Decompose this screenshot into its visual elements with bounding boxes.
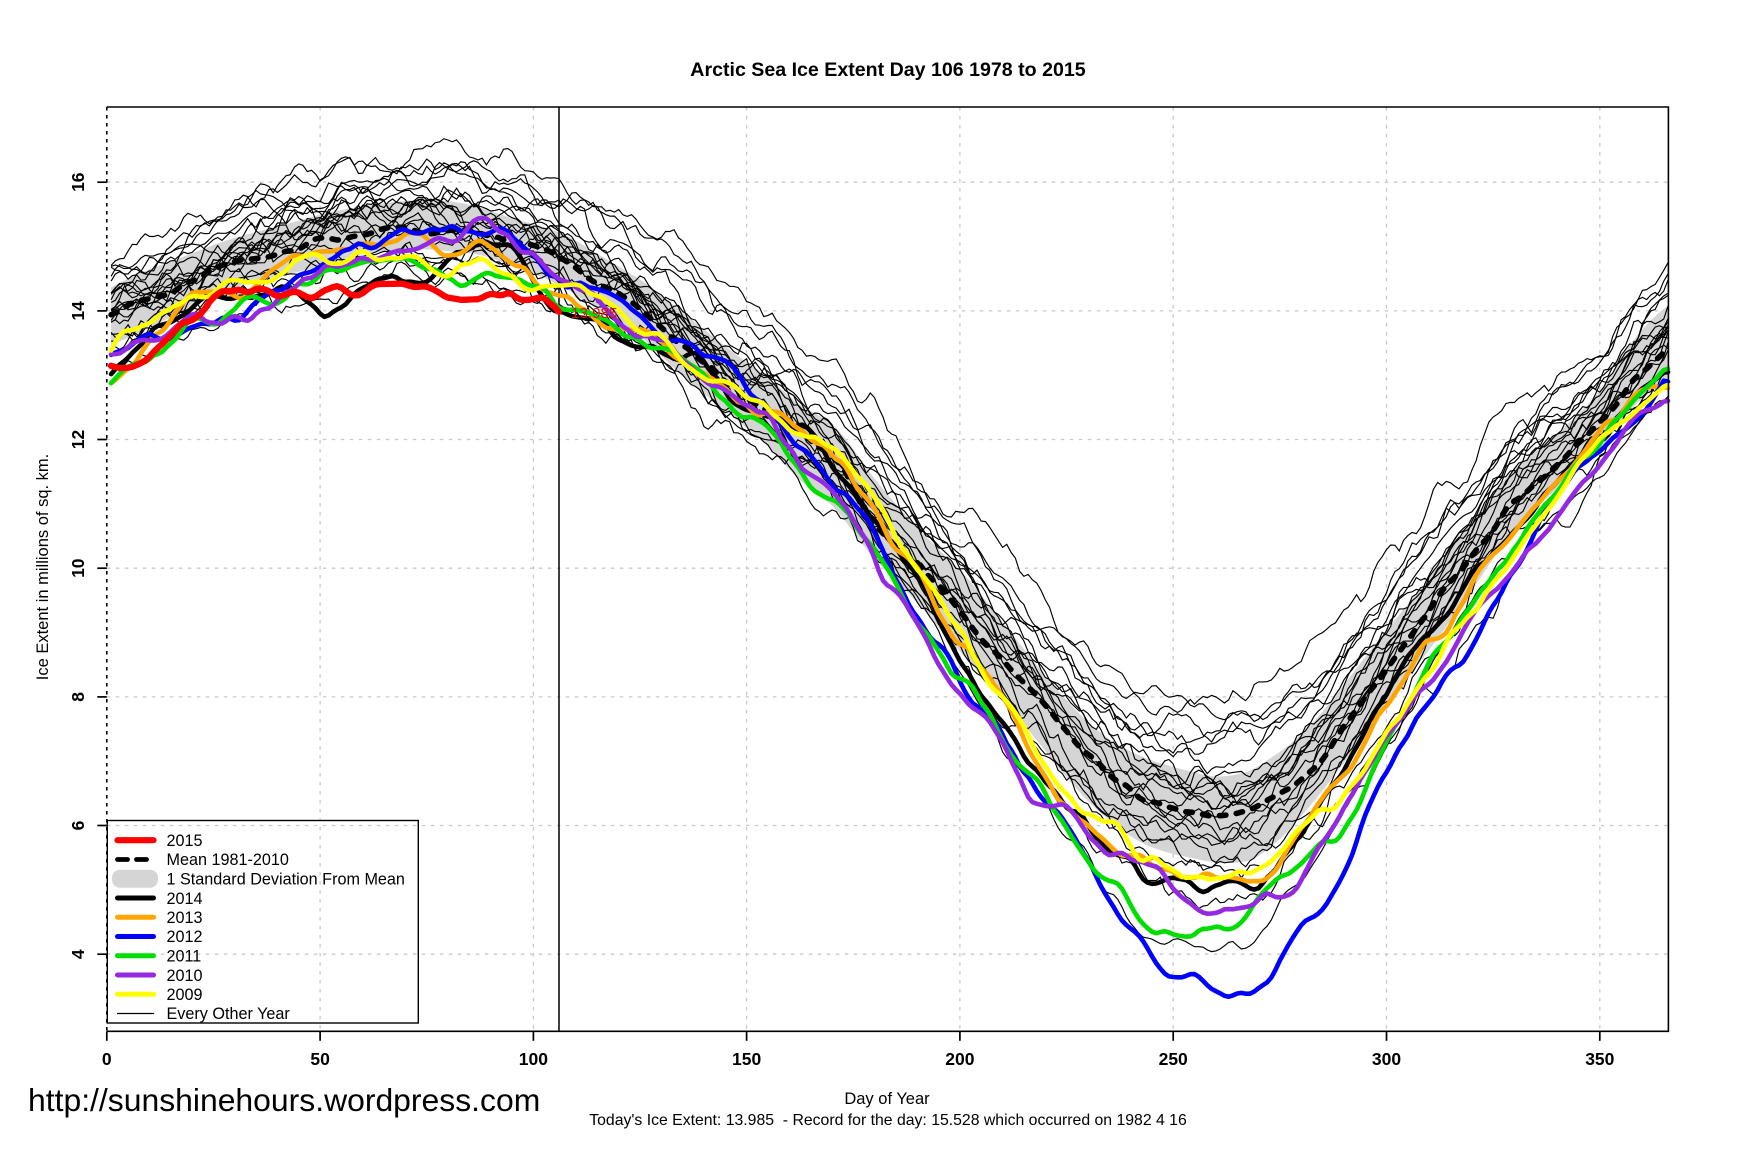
svg-text:250: 250: [1159, 1049, 1188, 1069]
svg-text:4: 4: [68, 949, 88, 959]
svg-text:http://sunshinehours.wordpress: http://sunshinehours.wordpress.com: [28, 1082, 540, 1118]
svg-text:2015: 2015: [167, 832, 203, 850]
svg-text:300: 300: [1372, 1049, 1401, 1069]
svg-text:2014: 2014: [167, 890, 203, 908]
svg-text:0: 0: [102, 1049, 112, 1069]
svg-text:Today's Ice Extent: 13.985 -: Today's Ice Extent: 13.985 - Record for …: [589, 1112, 1187, 1129]
svg-text:12: 12: [68, 430, 88, 450]
svg-text:2010: 2010: [167, 967, 203, 985]
svg-text:13.985: 13.985: [571, 305, 617, 322]
svg-text:50: 50: [310, 1049, 330, 1069]
svg-text:Ice Extent in millions of sq.: Ice Extent in millions of sq. km.: [34, 454, 52, 681]
svg-text:Day of Year: Day of Year: [844, 1090, 930, 1108]
svg-text:Every Other Year: Every Other Year: [167, 1005, 291, 1023]
svg-text:2009: 2009: [167, 986, 203, 1004]
svg-text:200: 200: [945, 1049, 974, 1069]
svg-text:350: 350: [1585, 1049, 1614, 1069]
svg-text:6: 6: [68, 820, 88, 830]
svg-text:150: 150: [732, 1049, 761, 1069]
svg-text:100: 100: [519, 1049, 548, 1069]
svg-text:2012: 2012: [167, 928, 203, 946]
svg-text:Arctic Sea Ice Extent Day 106: Arctic Sea Ice Extent Day 106 1978 to 20…: [690, 59, 1085, 81]
svg-text:14: 14: [68, 301, 88, 321]
svg-text:8: 8: [68, 692, 88, 702]
svg-text:10: 10: [68, 558, 88, 578]
svg-text:2011: 2011: [167, 948, 202, 966]
svg-text:2013: 2013: [167, 909, 203, 927]
svg-text:16: 16: [68, 172, 88, 192]
svg-text:1 Standard Deviation From Mean: 1 Standard Deviation From Mean: [167, 871, 405, 889]
svg-text:Mean 1981-2010: Mean 1981-2010: [167, 851, 289, 869]
